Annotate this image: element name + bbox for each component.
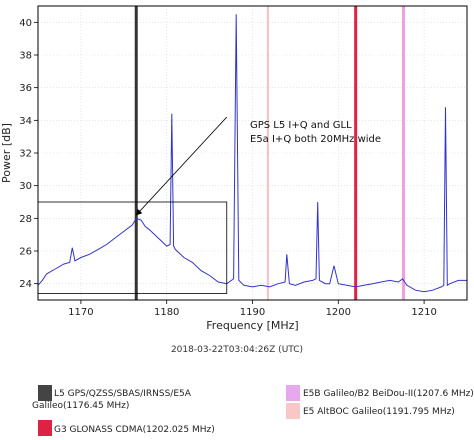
legend-label: E5B Galileo/B2 BeiDou-II(1207.6 MHz): [303, 389, 474, 399]
bandwidth-box: [37, 201, 228, 294]
legend-label: E5 AltBOC Galileo(1191.795 MHz): [303, 407, 455, 417]
annotation-arrow: [135, 116, 228, 216]
legend-swatch: [38, 385, 52, 401]
y-tick-label: 34: [19, 116, 32, 127]
y-tick-label: 24: [19, 279, 32, 290]
power-spectrum-line: [37, 14, 467, 293]
annotation-text-line-1: GPS L5 I+Q and GLL: [250, 120, 352, 131]
legend-label: G3 GLONASS CDMA(1202.025 MHz): [54, 425, 215, 435]
y-tick-label: 30: [19, 181, 32, 192]
x-tick-label: 1210: [411, 307, 436, 318]
x-tick-label: 1200: [326, 307, 351, 318]
legend-label: L5 GPS/QZSS/SBAS/IRNSS/E5A: [54, 389, 191, 399]
timestamp: 2018-03-22T03:04:26Z (UTC): [170, 345, 304, 355]
y-tick-label: 38: [19, 51, 32, 62]
x-axis-label: Frequency [MHz]: [206, 319, 298, 332]
legend-swatch: [286, 385, 300, 401]
x-tick-label: 1180: [154, 307, 179, 318]
annotation-text-line-2: E5a I+Q both 20MHz wide: [250, 134, 381, 145]
y-axis-ticks: 24 26 28 30 32 34 36 38 40: [19, 18, 38, 290]
legend-label: Galileo(1176.45 MHz): [32, 401, 130, 411]
grid: [38, 6, 467, 300]
legend-swatch: [286, 403, 300, 419]
y-tick-label: 36: [19, 83, 32, 94]
frequency-markers: [134, 6, 406, 300]
x-axis-ticks: 1170 1180 1190 1200 1210: [68, 300, 437, 318]
y-tick-label: 32: [19, 149, 32, 160]
y-tick-label: 26: [19, 247, 32, 258]
spectrum-chart: GPS L5 I+Q and GLL E5a I+Q both 20MHz wi…: [0, 5, 468, 332]
x-tick-label: 1170: [68, 307, 93, 318]
y-axis-label: Power [dB]: [0, 123, 13, 183]
legend-swatch: [38, 420, 52, 436]
y-tick-label: 28: [19, 214, 32, 225]
x-tick-label: 1190: [240, 307, 265, 318]
y-tick-label: 40: [19, 18, 32, 29]
